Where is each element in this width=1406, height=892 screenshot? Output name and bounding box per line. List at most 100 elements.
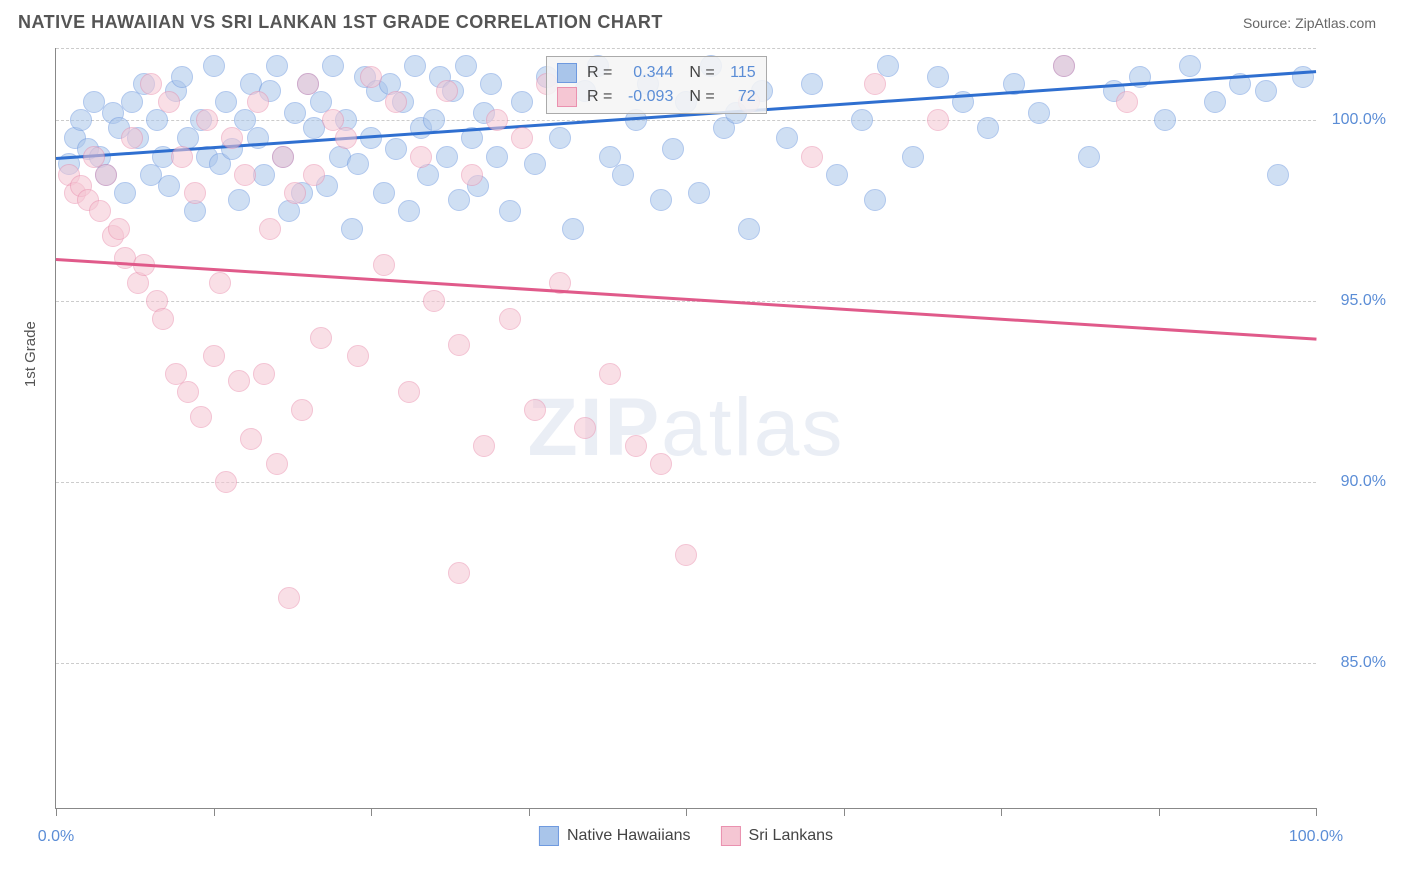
data-point [360,127,382,149]
legend-swatch [721,826,741,846]
data-point [215,91,237,113]
data-point [423,290,445,312]
data-point [675,544,697,566]
x-tick [844,808,845,816]
data-point [114,182,136,204]
x-tick [214,808,215,816]
data-point [927,109,949,131]
data-point [152,308,174,330]
data-point [297,73,319,95]
data-point [177,381,199,403]
data-point [215,471,237,493]
data-point [599,363,621,385]
data-point [373,182,395,204]
data-point [738,218,760,240]
data-point [480,73,502,95]
data-point [266,453,288,475]
data-point [278,587,300,609]
data-point [662,138,684,160]
gridline [56,301,1316,302]
x-tick-label: 100.0% [1289,828,1343,846]
x-tick-label: 0.0% [38,828,74,846]
data-point [284,102,306,124]
data-point [89,200,111,222]
data-point [1179,55,1201,77]
data-point [108,218,130,240]
data-point [291,399,313,421]
data-point [826,164,848,186]
data-point [146,109,168,131]
data-point [549,127,571,149]
data-point [404,55,426,77]
data-point [776,127,798,149]
data-point [410,146,432,168]
data-point [335,127,357,149]
data-point [1028,102,1050,124]
x-tick [1316,808,1317,816]
data-point [221,127,243,149]
data-point [259,218,281,240]
data-point [801,73,823,95]
data-point [864,189,886,211]
data-point [486,146,508,168]
data-point [209,272,231,294]
data-point [511,127,533,149]
data-point [373,254,395,276]
legend-swatch [557,63,577,83]
data-point [247,127,269,149]
data-point [341,218,363,240]
data-point [436,80,458,102]
data-point [486,109,508,131]
data-point [473,435,495,457]
data-point [171,66,193,88]
data-point [347,345,369,367]
y-axis-label: 1st Grade [22,321,39,387]
data-point [927,66,949,88]
data-point [1204,91,1226,113]
x-tick [1001,808,1002,816]
trend-line [56,258,1316,340]
data-point [650,189,672,211]
data-point [448,562,470,584]
legend-label: Native Hawaiians [567,827,691,845]
stats-row: R =0.344N =115 [557,61,756,85]
data-point [347,153,369,175]
series-legend: Native Hawaiians Sri Lankans [539,826,833,846]
data-point [196,109,218,131]
chart-title: NATIVE HAWAIIAN VS SRI LANKAN 1ST GRADE … [18,12,663,33]
data-point [801,146,823,168]
legend-swatch [557,87,577,107]
legend-item: Sri Lankans [721,826,834,846]
data-point [625,435,647,457]
data-point [322,55,344,77]
x-tick [371,808,372,816]
data-point [253,164,275,186]
data-point [385,91,407,113]
data-point [1053,55,1075,77]
data-point [511,91,533,113]
data-point [158,91,180,113]
data-point [851,109,873,131]
data-point [612,164,634,186]
data-point [688,182,710,204]
scatter-chart: ZIPatlas 85.0%90.0%95.0%100.0%0.0%100.0%… [55,48,1316,809]
gridline [56,48,1316,49]
x-tick [529,808,530,816]
data-point [272,146,294,168]
legend-swatch [539,826,559,846]
data-point [562,218,584,240]
data-point [284,182,306,204]
data-point [574,417,596,439]
gridline [56,663,1316,664]
data-point [234,164,256,186]
data-point [190,406,212,428]
y-tick-label: 90.0% [1341,473,1386,491]
data-point [448,334,470,356]
gridline [56,482,1316,483]
stats-row: R =-0.093N =72 [557,85,756,109]
data-point [360,66,382,88]
data-point [303,164,325,186]
legend-item: Native Hawaiians [539,826,691,846]
data-point [140,73,162,95]
data-point [228,189,250,211]
